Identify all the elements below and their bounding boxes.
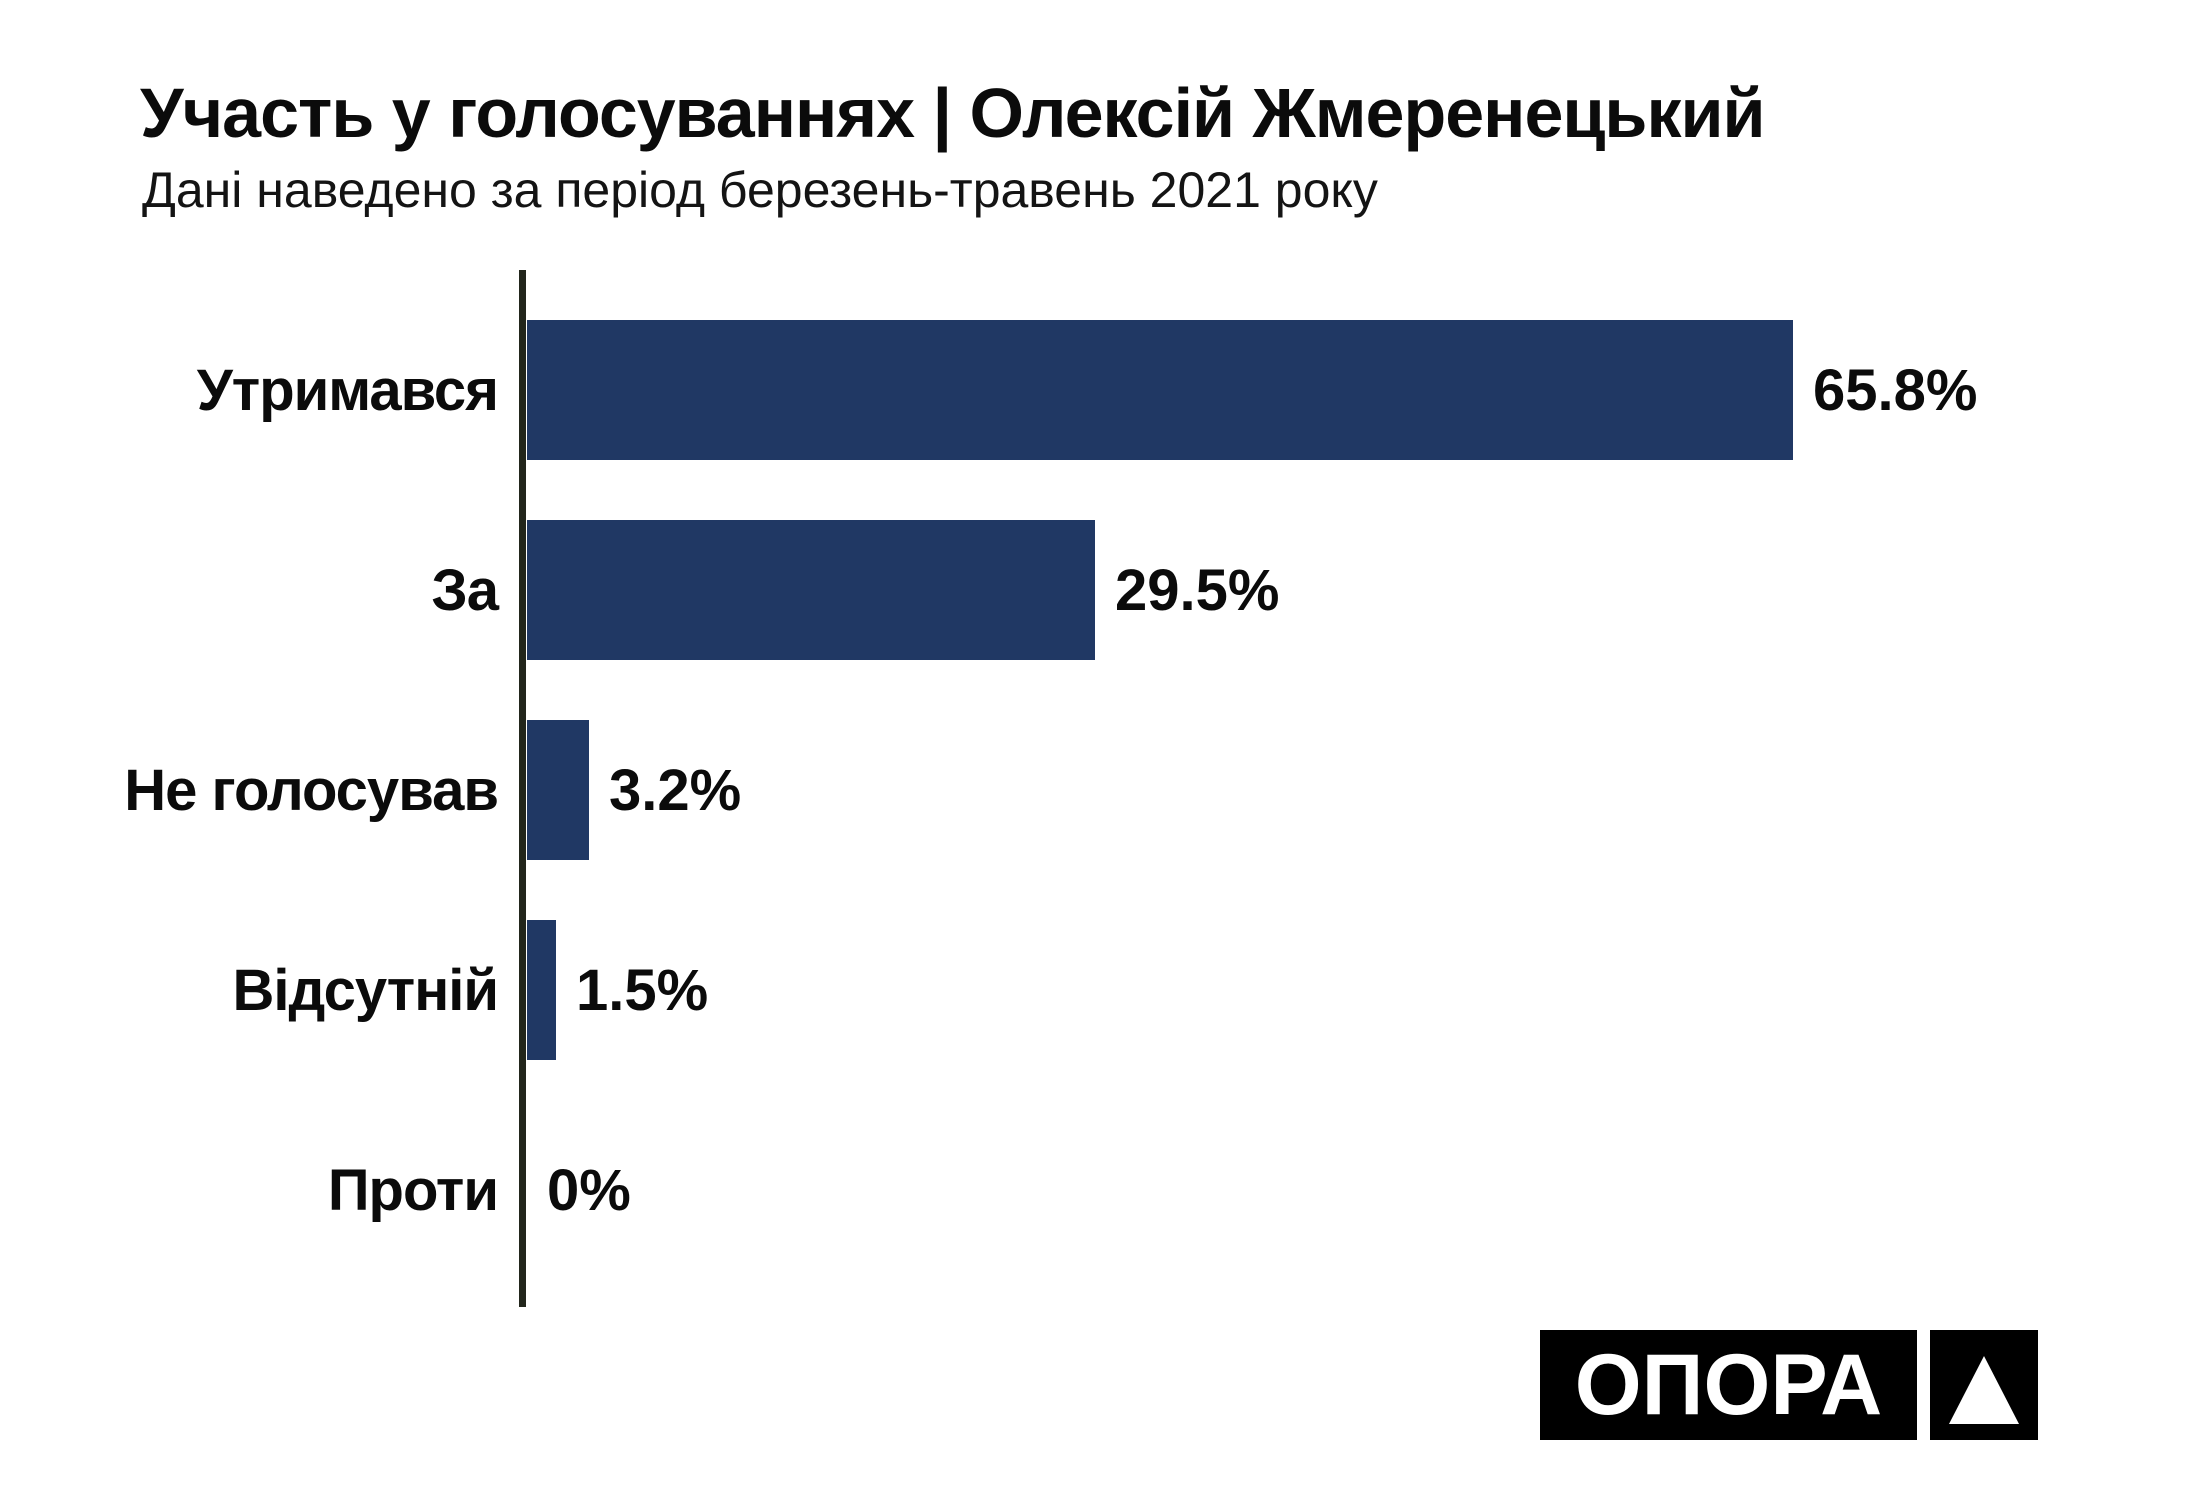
triangle-icon <box>1949 1356 2019 1424</box>
bar <box>527 320 1793 460</box>
y-axis-line <box>519 270 526 1307</box>
bar <box>527 520 1095 660</box>
value-label: 3.2% <box>609 757 742 823</box>
value-label: 65.8% <box>1813 357 1978 423</box>
bar <box>527 720 589 860</box>
value-label: 29.5% <box>1115 557 1280 623</box>
category-label: Не голосував <box>124 757 499 823</box>
category-label: Проти <box>327 1157 499 1223</box>
opora-logo: ОПОРА <box>1540 1330 2038 1440</box>
category-label: За <box>431 557 499 623</box>
category-label: Відсутній <box>232 957 499 1023</box>
opora-logo-mark <box>1930 1330 2038 1440</box>
bar <box>527 920 556 1060</box>
value-label: 1.5% <box>576 957 709 1023</box>
chart-subtitle: Дані наведено за період березень-травень… <box>142 162 1378 218</box>
opora-logo-wordmark: ОПОРА <box>1540 1330 1917 1440</box>
chart-title: Участь у голосуваннях | Олексій Жмеренец… <box>140 74 1766 152</box>
opora-logo-text: ОПОРА <box>1574 1337 1883 1433</box>
category-label: Утримався <box>196 357 499 423</box>
value-label: 0% <box>547 1157 631 1223</box>
